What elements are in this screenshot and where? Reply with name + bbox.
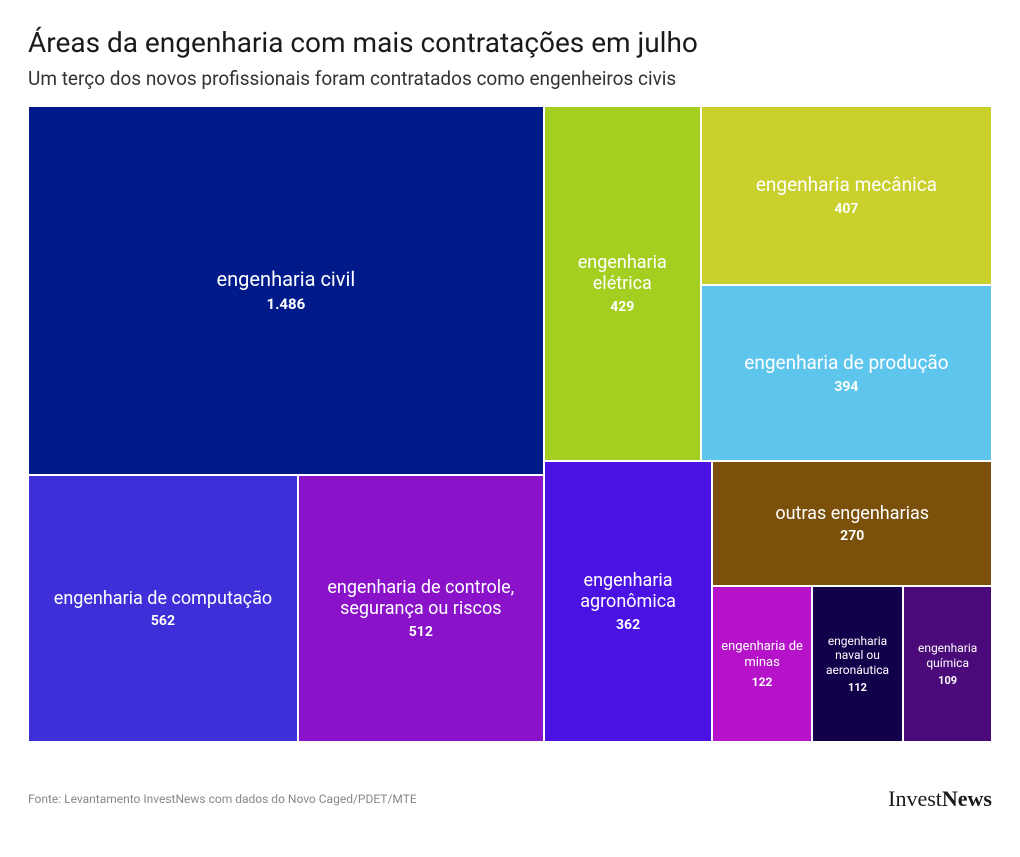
cell-label: engenharia naval ou aeronáutica [817, 634, 899, 677]
cell-value: 512 [409, 624, 433, 640]
brand-logo: InvestNews [888, 786, 992, 812]
cell-label: engenharia de computação [54, 588, 272, 610]
cell-value: 562 [151, 613, 175, 629]
treemap-cell-outras: outras engenharias 270 [712, 461, 992, 586]
cell-label: engenharia elétrica [549, 252, 696, 295]
cell-label: outras engenharias [775, 503, 929, 525]
treemap-cell-computacao: engenharia de computação 562 [28, 475, 298, 742]
treemap-chart: engenharia civil 1.486 engenharia elétrica… [28, 106, 992, 742]
cell-label: engenharia agronômica [549, 570, 708, 613]
chart-subtitle: Um terço dos novos profissionais foram c… [28, 67, 992, 90]
treemap-cell-quimica: engenharia química 109 [903, 586, 992, 742]
treemap-cell-producao: engenharia de produção 394 [701, 285, 992, 461]
cell-value: 1.486 [266, 295, 305, 313]
cell-value: 112 [848, 681, 867, 694]
cell-label: engenharia mecânica [756, 174, 937, 197]
cell-value: 122 [752, 675, 773, 689]
cell-value: 407 [834, 201, 858, 217]
chart-title: Áreas da engenharia com mais contrataçõe… [28, 26, 992, 59]
chart-footer: Fonte: Levantamento InvestNews com dados… [28, 786, 992, 812]
cell-value: 429 [610, 299, 634, 315]
cell-value: 109 [938, 674, 957, 687]
treemap-cell-agronomica: engenharia agronômica 362 [544, 461, 713, 742]
treemap-cell-minas: engenharia de minas 122 [712, 586, 811, 742]
cell-value: 270 [840, 528, 864, 544]
brand-light: Invest [888, 786, 942, 811]
treemap-cell-civil: engenharia civil 1.486 [28, 106, 544, 475]
brand-bold: News [942, 786, 992, 811]
cell-label: engenharia civil [217, 267, 356, 291]
treemap-cell-mecanica: engenharia mecânica 407 [701, 106, 992, 285]
treemap-cell-controle: engenharia de controle, segurança ou ris… [298, 475, 544, 742]
treemap-cell-eletrica: engenharia elétrica 429 [544, 106, 701, 461]
treemap-cell-naval: engenharia naval ou aeronáutica 112 [812, 586, 904, 742]
cell-label: engenharia de minas [717, 639, 806, 670]
cell-value: 362 [616, 617, 640, 633]
cell-label: engenharia de produção [744, 352, 948, 375]
cell-label: engenharia de controle, segurança ou ris… [303, 577, 539, 620]
cell-label: engenharia química [908, 641, 987, 670]
cell-value: 394 [834, 379, 858, 395]
source-text: Fonte: Levantamento InvestNews com dados… [28, 792, 417, 806]
